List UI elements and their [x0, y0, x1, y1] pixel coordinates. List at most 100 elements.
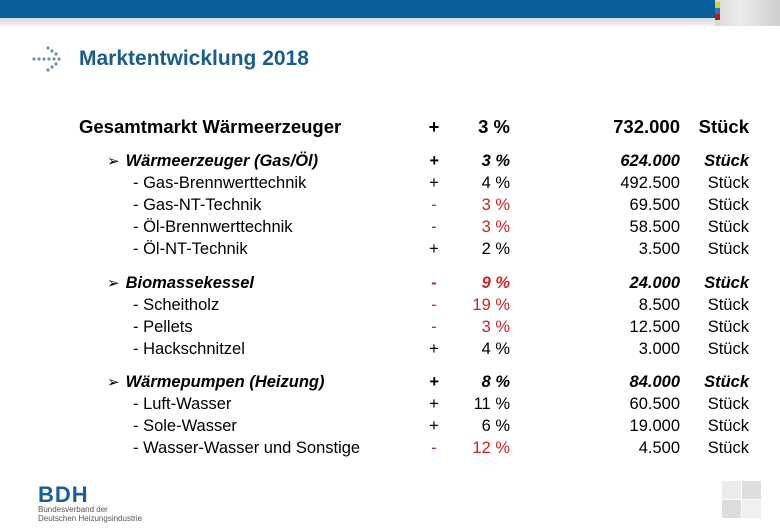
item-row: - Öl-NT-Technik +2 % 3.500 Stück — [0, 240, 780, 262]
arrow-bullet-icon: ➢ — [107, 374, 120, 391]
row-count: 24.000 — [629, 274, 680, 292]
item-row: - Hackschnitzel +4 % 3.000 Stück — [0, 340, 780, 362]
logo-subtitle-line1: Bundesverband der — [38, 505, 108, 514]
header-shadow — [0, 18, 780, 26]
row-pct: 11 % — [473, 395, 510, 413]
item-row: - Scheitholz - 19 % 8.500 Stück — [0, 296, 780, 318]
row-count: 624.000 — [620, 152, 680, 170]
row-count: 8.500 — [638, 296, 680, 314]
category-row: ➢ Biomassekessel - 9 % 24.000 Stück — [0, 274, 780, 296]
row-unit: Stück — [707, 395, 749, 413]
category-label: Biomassekessel — [125, 274, 255, 292]
row-pct: 4 % — [481, 340, 510, 358]
row-label: - Gas-NT-Technik — [133, 196, 262, 214]
row-unit: Stück — [704, 152, 749, 170]
row-sign: - — [431, 296, 437, 314]
row-unit: Stück — [707, 318, 749, 336]
row-label: - Pellets — [133, 318, 193, 336]
category-label: Wärmepumpen (Heizung) — [125, 373, 325, 391]
row-unit: Stück — [707, 439, 749, 457]
row-label: ➢ Biomassekessel — [107, 274, 254, 293]
row-sign: - — [431, 318, 437, 336]
row-count: 492.500 — [620, 174, 680, 192]
row-label: - Luft-Wasser — [133, 395, 232, 413]
row-sign: - — [431, 196, 437, 214]
item-row: - Öl-Brennwerttechnik - 3 % 58.500 Stück — [0, 218, 780, 240]
row-unit: Stück — [707, 174, 749, 192]
item-row: - Wasser-Wasser und Sonstige - 12 % 4.500 St… — [0, 439, 780, 461]
item-row: - Luft-Wasser +11 % 60.500 Stück — [0, 395, 780, 417]
row-sign: - — [431, 274, 437, 292]
row-unit: Stück — [707, 417, 749, 435]
category-row: ➢ Wärmepumpen (Heizung) +8 % 84.000 Stück — [0, 373, 780, 395]
item-row: - Pellets - 3 % 12.500 Stück — [0, 318, 780, 340]
row-label: - Scheitholz — [133, 296, 220, 314]
arrow-bullet-icon: ➢ — [107, 153, 120, 170]
bdh-logo: BDH — [38, 482, 89, 507]
row-sign: + — [429, 340, 439, 358]
category-row: ➢ Wärmeerzeuger (Gas/Öl) +3 % 624.000 Stück — [0, 152, 780, 174]
row-label: - Wasser-Wasser und Sonstige — [133, 439, 361, 457]
row-sign: + — [429, 395, 439, 413]
row-unit: Stück — [704, 274, 749, 292]
corner-squares-decoration — [722, 481, 762, 519]
total-unit: Stück — [698, 116, 749, 137]
header-corner-decoration — [715, 0, 780, 26]
logo-subtitle-line2: Deutschen Heizungsindustrie — [38, 514, 143, 523]
row-sign: + — [429, 152, 439, 170]
item-row: - Gas-NT-Technik - 3 % 69.500 Stück — [0, 196, 780, 218]
slide-title: Marktentwicklung 2018 — [79, 47, 309, 70]
row-count: 12.500 — [629, 318, 680, 336]
row-unit: Stück — [707, 296, 749, 314]
row-count: 58.500 — [629, 218, 680, 236]
row-pct: 6 % — [481, 417, 510, 435]
row-sign: + — [429, 174, 439, 192]
row-unit: Stück — [707, 218, 749, 236]
row-count: 69.500 — [629, 196, 680, 214]
item-row: - Sole-Wasser +6 % 19.000 Stück — [0, 417, 780, 439]
row-pct: 3 % — [481, 218, 510, 236]
row-count: 3.500 — [638, 240, 680, 258]
total-sign: + — [428, 116, 440, 137]
row-count: 4.500 — [638, 439, 680, 457]
row-pct: 3 % — [481, 196, 510, 214]
dotted-arrow-icon — [32, 46, 61, 72]
row-pct: 8 % — [481, 373, 510, 391]
row-unit: Stück — [707, 240, 749, 258]
row-unit: Stück — [704, 373, 749, 391]
row-label: ➢ Wärmepumpen (Heizung) — [107, 373, 325, 392]
row-label: ➢ Wärmeerzeuger (Gas/Öl) — [107, 152, 318, 171]
row-pct: 12 % — [472, 439, 510, 457]
category-label: Wärmeerzeuger (Gas/Öl) — [125, 152, 319, 170]
row-sign: - — [431, 218, 437, 236]
row-label: - Sole-Wasser — [133, 417, 237, 435]
row-count: 19.000 — [629, 417, 680, 435]
row-label: - Öl-NT-Technik — [133, 240, 248, 258]
logo-subtitle: Bundesverband der Deutschen Heizungsindu… — [38, 505, 142, 523]
total-pct: 3 % — [478, 116, 510, 137]
row-unit: Stück — [707, 196, 749, 214]
row-count: 3.000 — [638, 340, 680, 358]
row-pct: 3 % — [481, 152, 510, 170]
row-unit: Stück — [707, 340, 749, 358]
row-sign: + — [429, 240, 439, 258]
row-label: - Öl-Brennwerttechnik — [133, 218, 293, 236]
color-square-red — [715, 14, 720, 20]
total-label: Gesamtmarkt Wärmeerzeuger — [79, 116, 342, 137]
row-count: 84.000 — [629, 373, 680, 391]
row-label: - Gas-Brennwerttechnik — [133, 174, 307, 192]
arrow-bullet-icon: ➢ — [107, 275, 120, 292]
row-pct: 19 % — [472, 296, 510, 314]
row-pct: 3 % — [481, 318, 510, 336]
row-count: 60.500 — [629, 395, 680, 413]
total-row: Gesamtmarkt Wärmeerzeuger + 3 % 732.000 … — [0, 116, 780, 138]
total-count: 732.000 — [613, 116, 680, 137]
row-sign: + — [429, 417, 439, 435]
row-sign: + — [429, 373, 439, 391]
header-bar — [0, 0, 715, 18]
color-square-yellow — [715, 2, 720, 8]
color-square-blue — [715, 8, 720, 14]
row-label: - Hackschnitzel — [133, 340, 245, 358]
row-pct: 9 % — [481, 274, 510, 292]
row-pct: 4 % — [481, 174, 510, 192]
